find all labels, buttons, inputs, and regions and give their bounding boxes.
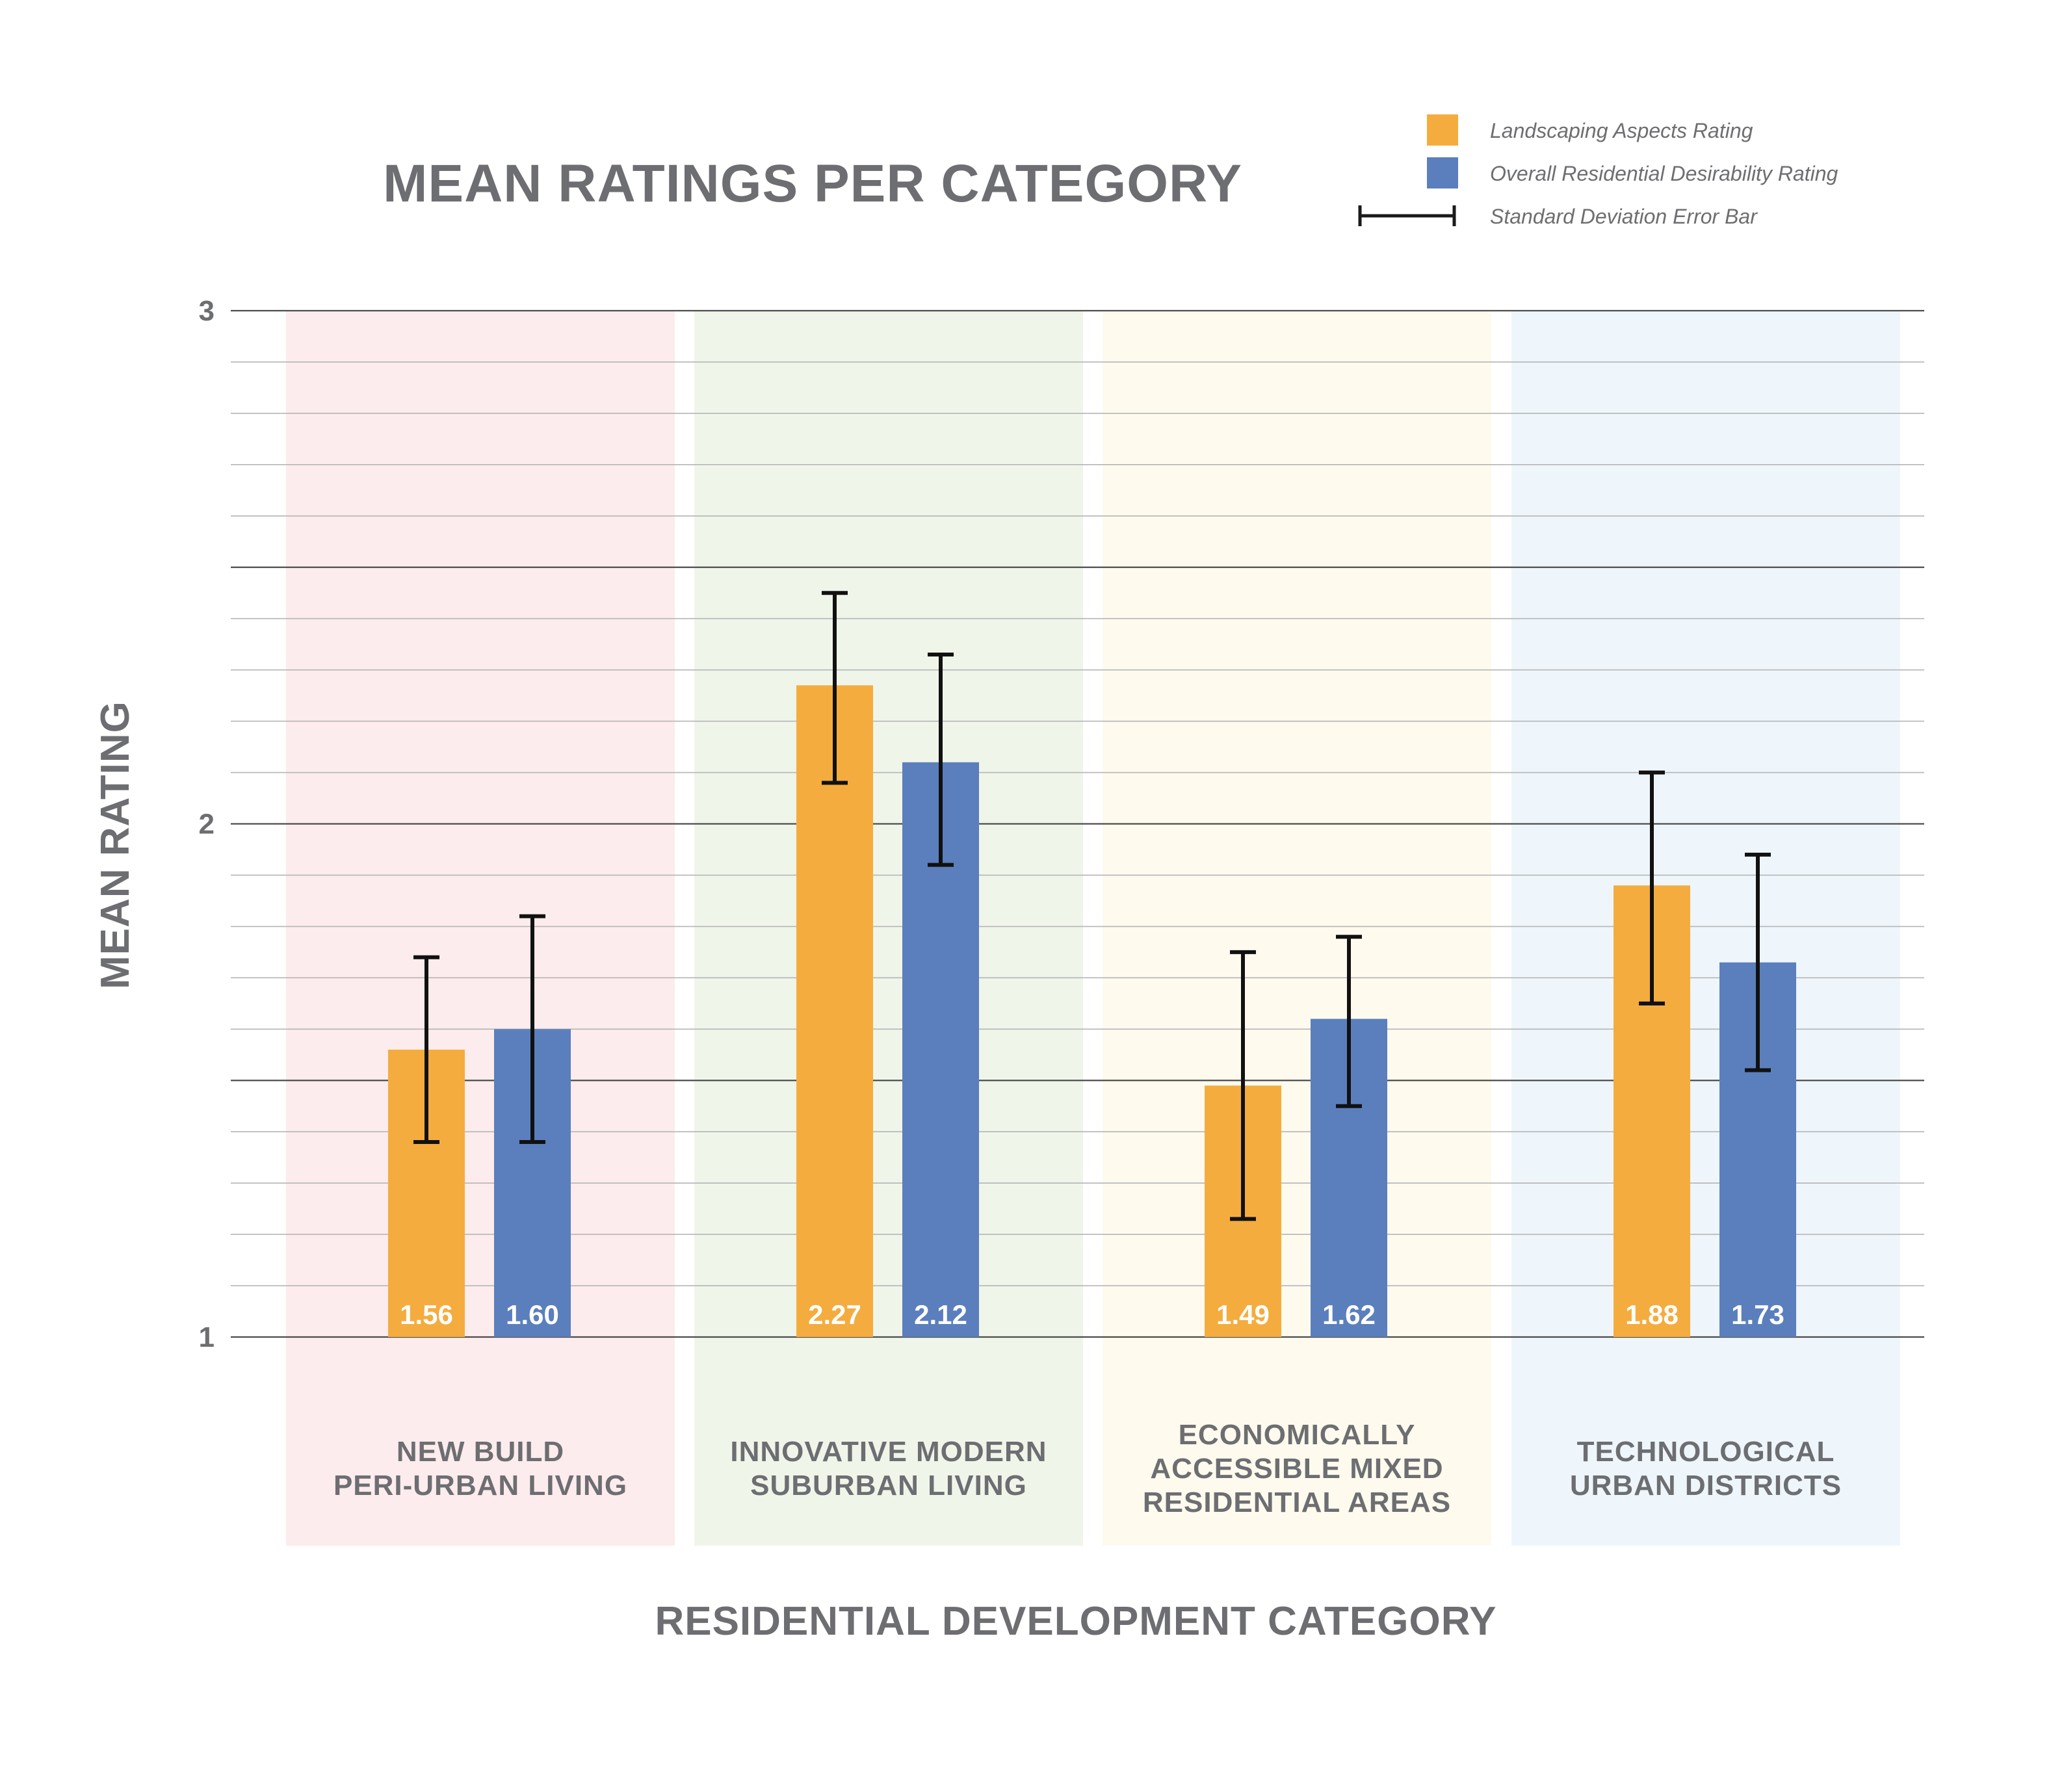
category-label-line: TECHNOLOGICAL	[1577, 1436, 1835, 1468]
category-label-line: ECONOMICALLY	[1179, 1419, 1416, 1451]
bar-series1-cat2	[796, 685, 873, 1337]
category-label-line: ACCESSIBLE MIXED	[1150, 1453, 1443, 1485]
category-label-2: INNOVATIVE MODERN SUBURBAN LIVING	[730, 1436, 1047, 1501]
value-label-series2-cat3: 1.62	[1322, 1299, 1376, 1330]
category-band-2	[694, 311, 1083, 1546]
x-axis-title: RESIDENTIAL DEVELOPMENT CATEGORY	[655, 1599, 1496, 1644]
legend-error-bar-icon	[1358, 205, 1456, 226]
error-bar-series1-cat2	[822, 591, 848, 785]
value-label-series1-cat1: 1.56	[400, 1299, 453, 1330]
category-band-3	[1103, 311, 1491, 1546]
chart-title: MEAN RATINGS PER CATEGORY	[383, 154, 1242, 213]
category-label-4: TECHNOLOGICAL URBAN DISTRICTS	[1570, 1436, 1842, 1501]
category-label-line: PERI-URBAN LIVING	[333, 1470, 627, 1501]
category-label-1: NEW BUILD PERI-URBAN LIVING	[333, 1436, 627, 1501]
legend-label-desirability: Overall Residential Desirability Rating	[1490, 162, 1838, 185]
error-bar-series1-cat1	[413, 955, 439, 1144]
legend-label-error-bar: Standard Deviation Error Bar	[1490, 205, 1758, 228]
category-label-3: ECONOMICALLY ACCESSIBLE MIXED RESIDENTIAL …	[1143, 1419, 1451, 1518]
value-label-series1-cat2: 2.27	[808, 1299, 861, 1330]
error-bar-series2-cat1	[519, 914, 545, 1144]
y-axis-title: MEAN RATING	[93, 701, 138, 989]
value-label-series2-cat2: 2.12	[914, 1299, 967, 1330]
category-label-line: INNOVATIVE MODERN	[730, 1436, 1047, 1468]
value-labels: 1.56 2.27 1.49 1.88 1.60 2.12 1.62 1.73	[400, 1299, 1784, 1330]
y-tick-label: 2	[199, 809, 215, 840]
category-label-line: SUBURBAN LIVING	[750, 1470, 1027, 1501]
category-band-4	[1511, 311, 1900, 1546]
category-band-1	[286, 311, 675, 1546]
category-labels: NEW BUILD PERI-URBAN LIVING INNOVATIVE MOD…	[333, 1419, 1842, 1518]
error-bar-series2-cat3	[1336, 935, 1362, 1108]
category-label-line: NEW BUILD	[397, 1436, 564, 1468]
error-bar-series1-cat4	[1639, 770, 1665, 1006]
value-label-series2-cat4: 1.73	[1731, 1299, 1784, 1330]
category-label-line: RESIDENTIAL AREAS	[1143, 1487, 1451, 1518]
value-label-series1-cat3: 1.49	[1216, 1299, 1270, 1330]
category-label-line: URBAN DISTRICTS	[1570, 1470, 1842, 1501]
legend: Landscaping Aspects Rating Overall Resid…	[1358, 114, 1838, 228]
category-bands	[286, 311, 1900, 1546]
value-label-series1-cat4: 1.88	[1625, 1299, 1679, 1330]
error-bar-series2-cat4	[1745, 852, 1771, 1072]
y-tick-label: 1	[199, 1321, 215, 1353]
y-tick-label: 3	[199, 295, 215, 327]
error-bars	[413, 591, 1771, 1221]
legend-swatch-desirability	[1427, 157, 1458, 188]
error-bar-series1-cat3	[1230, 950, 1256, 1221]
legend-label-landscaping: Landscaping Aspects Rating	[1490, 119, 1753, 142]
error-bar-series2-cat2	[928, 652, 954, 867]
value-label-series2-cat1: 1.60	[506, 1299, 559, 1330]
bars	[388, 685, 1796, 1337]
legend-swatch-landscaping	[1427, 114, 1458, 146]
y-tick-labels: 1 2 3	[199, 295, 215, 1353]
